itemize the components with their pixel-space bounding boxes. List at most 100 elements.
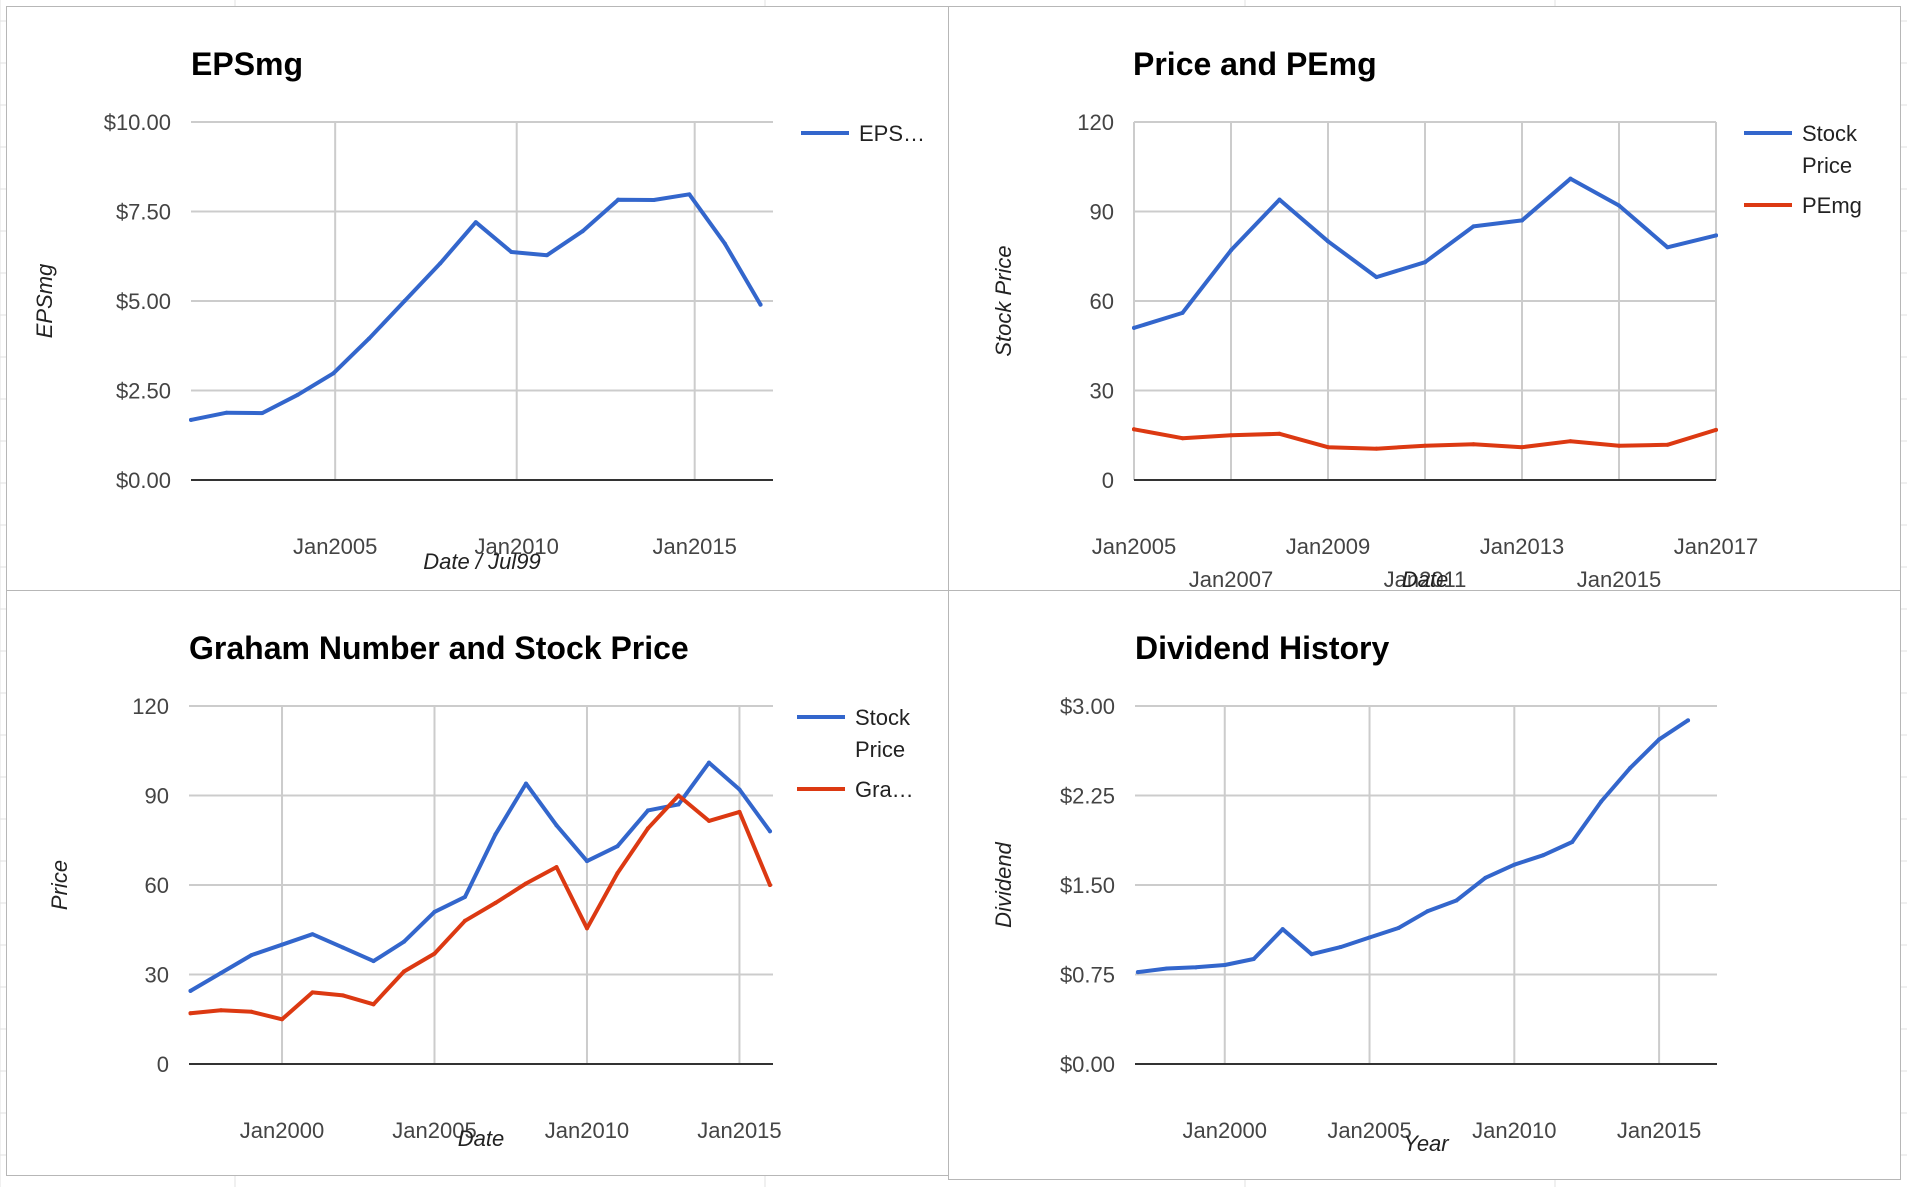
data-point — [645, 826, 650, 831]
data-point — [706, 818, 711, 823]
data-point — [1374, 275, 1379, 280]
data-point — [1135, 970, 1140, 975]
data-point — [1425, 909, 1430, 914]
data-point — [1471, 224, 1476, 229]
data-point — [402, 299, 407, 303]
data-point — [1132, 325, 1136, 330]
data-point — [1229, 433, 1233, 438]
x-tick-label: Jan2009 — [1286, 534, 1370, 559]
data-point — [1164, 966, 1169, 971]
data-point — [1132, 427, 1136, 432]
data-point — [341, 993, 346, 998]
chart-panel-dividend[interactable]: Dividend History Jan2000 Jan2005 Jan2010 Jan… — [948, 590, 1901, 1180]
data-point — [1229, 248, 1233, 253]
data-point — [1423, 260, 1427, 265]
x-tick-label: Jan2017 — [1674, 534, 1758, 559]
data-point — [432, 951, 437, 956]
data-point — [1617, 443, 1621, 448]
data-point — [1686, 718, 1691, 723]
data-point — [188, 1011, 193, 1016]
data-point — [249, 1009, 254, 1014]
y-tick-label: 30 — [145, 963, 169, 988]
data-point — [401, 969, 406, 974]
x-tick-label: Jan2010 — [474, 534, 558, 559]
data-point — [310, 990, 315, 995]
data-point — [687, 192, 692, 197]
data-point — [1541, 853, 1546, 858]
data-point — [1665, 442, 1670, 447]
data-point — [219, 1008, 224, 1013]
data-point — [1483, 875, 1488, 880]
y-tick-label: $3.00 — [1060, 694, 1115, 719]
data-point — [1326, 239, 1330, 244]
chart-title: Dividend History — [1135, 630, 1389, 666]
data-point — [1520, 218, 1524, 223]
legend-label: Price — [855, 737, 905, 762]
data-point — [371, 1002, 376, 1007]
data-point — [1338, 945, 1343, 950]
data-point — [260, 411, 265, 416]
y-tick-label: $0.00 — [1060, 1052, 1115, 1077]
x-tick-label: Jan2005 — [293, 534, 377, 559]
epsmg-chart: EPSmg Jan2005 Jan2010 Jan2015 $0.00 $2.50 $5.0… — [32, 46, 925, 574]
y-tick-label: $5.00 — [116, 289, 171, 314]
data-point — [1367, 935, 1372, 940]
y-tick-label: $2.25 — [1060, 784, 1115, 809]
data-point — [1222, 962, 1227, 967]
y-tick-label: 60 — [1090, 289, 1114, 314]
data-point — [1520, 445, 1524, 450]
data-point — [544, 253, 549, 258]
y-tick-label: 0 — [157, 1052, 169, 1077]
chart-title: Graham Number and Stock Price — [189, 630, 689, 666]
data-point — [219, 971, 224, 976]
chart-panel-graham[interactable]: Graham Number and Stock Price Jan2000 Jan2… — [6, 590, 949, 1176]
data-point — [1665, 245, 1670, 250]
data-point — [584, 926, 589, 931]
x-axis-title: Date — [458, 1126, 504, 1151]
x-axis-title: Date / Jul99 — [423, 549, 540, 574]
y-tick-label: 30 — [1090, 379, 1114, 404]
data-point — [1617, 203, 1621, 208]
chart-panel-price-pemg[interactable]: Price and PEmg Jan2005 Jan2007 Jan2009 Jan20… — [948, 6, 1901, 591]
data-point — [1512, 862, 1517, 867]
chart-title: EPSmg — [191, 46, 303, 82]
chart-panel-epsmg[interactable]: EPSmg Jan2005 Jan2010 Jan2015 $0.00 $2.50 $5.0… — [6, 6, 949, 591]
y-tick-label: $7.50 — [116, 200, 171, 225]
data-point — [473, 220, 478, 225]
data-point — [432, 909, 437, 914]
data-point — [1326, 445, 1330, 450]
data-point — [554, 823, 559, 828]
data-point — [509, 249, 514, 254]
data-point — [584, 859, 589, 864]
data-point — [1568, 176, 1573, 181]
data-point — [523, 781, 528, 786]
data-point — [224, 410, 229, 415]
x-axis-title: Date — [1402, 567, 1448, 591]
data-point — [341, 945, 346, 950]
data-point — [1251, 956, 1256, 961]
legend-label: PEmg — [1802, 193, 1862, 218]
y-axis-title: Dividend — [991, 841, 1016, 927]
x-tick-label: Jan2000 — [240, 1118, 324, 1143]
x-tick-label: Jan2010 — [1472, 1118, 1556, 1143]
dividend-chart: Dividend History Jan2000 Jan2005 Jan2010 Jan… — [991, 630, 1717, 1156]
data-point — [523, 881, 528, 886]
data-point — [249, 953, 254, 958]
series-line-0 — [1135, 718, 1690, 975]
data-point — [580, 229, 585, 234]
data-point — [1180, 436, 1185, 441]
x-tick-label: Jan2015 — [697, 1118, 781, 1143]
y-tick-label: 60 — [145, 873, 169, 898]
y-axis-title: Price — [47, 860, 72, 910]
data-point — [676, 802, 681, 807]
y-tick-label: $10.00 — [104, 110, 171, 135]
x-tick-label: Jan2013 — [1480, 534, 1564, 559]
data-point — [462, 894, 467, 899]
data-point — [722, 241, 727, 246]
data-point — [676, 793, 681, 798]
y-tick-label: 90 — [145, 784, 169, 809]
data-point — [645, 808, 650, 813]
data-point — [493, 900, 498, 905]
data-point — [1657, 737, 1662, 742]
x-tick-label: Jan2007 — [1189, 567, 1273, 591]
